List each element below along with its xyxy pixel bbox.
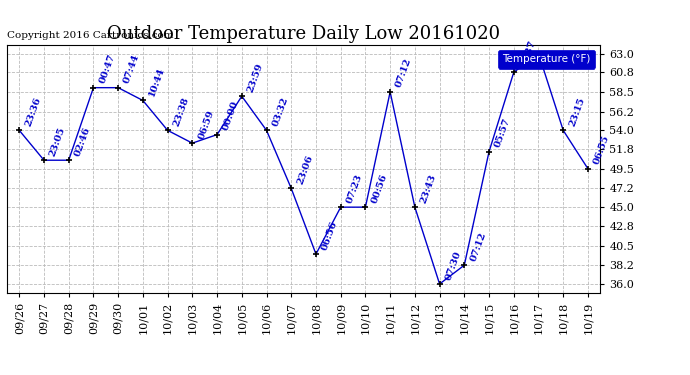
Text: 23:15: 23:15	[567, 96, 586, 128]
Text: Copyright 2016 Cartronics.com: Copyright 2016 Cartronics.com	[7, 31, 173, 40]
Text: 02:46: 02:46	[73, 126, 92, 158]
Text: 23:59: 23:59	[246, 62, 265, 93]
Text: 10:44: 10:44	[147, 66, 166, 98]
Text: 00:47: 00:47	[97, 53, 117, 85]
Text: 07:44: 07:44	[122, 53, 141, 85]
Text: 05:57: 05:57	[493, 117, 512, 149]
Text: 23:43: 23:43	[419, 172, 438, 204]
Legend: Temperature (°F): Temperature (°F)	[498, 50, 595, 69]
Text: 00:56: 00:56	[370, 172, 388, 204]
Text: 23:05: 23:05	[48, 126, 67, 158]
Text: 06:55: 06:55	[592, 134, 611, 166]
Title: Outdoor Temperature Daily Low 20161020: Outdoor Temperature Daily Low 20161020	[107, 26, 500, 44]
Text: 07:12: 07:12	[469, 231, 487, 262]
Text: 23:36: 23:36	[23, 96, 42, 128]
Text: 03:32: 03:32	[270, 96, 290, 128]
Text: 18:37: 18:37	[518, 38, 537, 69]
Text: 23:38: 23:38	[172, 96, 190, 128]
Text: 23:06: 23:06	[295, 154, 315, 186]
Text: 07:30: 07:30	[444, 249, 463, 281]
Text: 07:12: 07:12	[394, 57, 413, 89]
Text: 06:59: 06:59	[197, 108, 215, 140]
Text: 06:56: 06:56	[320, 219, 339, 251]
Text: 07:23: 07:23	[345, 172, 364, 204]
Text: 00:00: 00:00	[221, 100, 240, 132]
